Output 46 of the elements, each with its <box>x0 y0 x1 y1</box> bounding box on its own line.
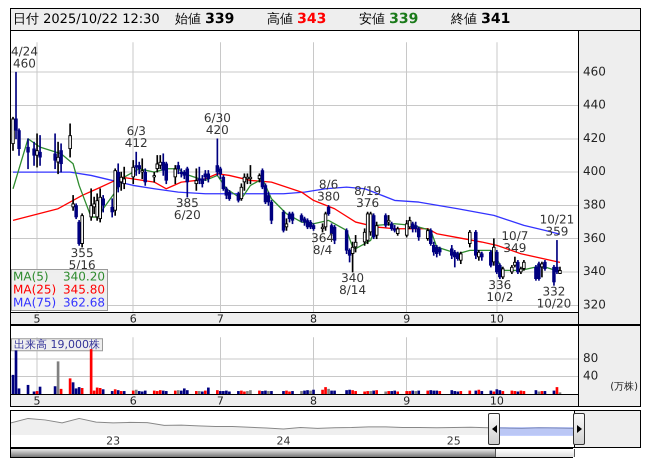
y-tick-label: 440 <box>583 98 606 112</box>
x-tick-label: 9 <box>403 312 410 326</box>
y-tick-label: 380 <box>583 198 606 212</box>
text: MA(75) 362.68 <box>13 296 105 310</box>
y-tick-label: 360 <box>583 230 606 245</box>
y-tick-label: 400 <box>583 164 606 178</box>
text: 始値 339 <box>175 10 236 29</box>
y-tick-label: 320 <box>583 297 606 312</box>
text: 安値 339 <box>359 10 420 29</box>
annotation: 355 5/16 <box>68 246 96 272</box>
annotation: 6/30 420 <box>204 110 231 137</box>
annotation: 4/24 460 <box>10 44 38 70</box>
annotation: 8/6 380 <box>317 178 340 204</box>
y-tick-label: 420 <box>583 130 606 145</box>
x-tick-label: 8 <box>310 394 318 408</box>
x-tick-label: 6 <box>130 312 137 326</box>
annotation: 332 10/20 <box>536 284 572 310</box>
annotation: 336 10/2 <box>486 278 514 304</box>
text: 終値 341 <box>451 10 512 29</box>
annotation: 364 8/4 <box>311 231 334 258</box>
y-tick-label: 460 <box>583 64 606 78</box>
text: 日付 2025/10/22 12:30 <box>12 11 161 29</box>
annotation: 385 6/20 <box>174 196 201 222</box>
x-tick-label: 7 <box>216 394 224 408</box>
text: MA(5) 340.20 <box>13 270 105 284</box>
x-tick-label: 5 <box>34 312 41 326</box>
x-tick-label: 24 <box>276 434 290 448</box>
y-tick-label: 40 <box>583 368 598 383</box>
y-tick-label: 80 <box>583 351 598 366</box>
annotation: 340 8/14 <box>339 271 366 298</box>
x-tick-label: 5 <box>34 394 41 408</box>
y-axis-title: (万株) <box>610 380 638 393</box>
x-tick-label: 9 <box>403 394 410 408</box>
y-tick-label: 340 <box>583 264 606 278</box>
x-tick-label: 25 <box>446 434 461 448</box>
x-tick-label: 6 <box>130 394 137 408</box>
x-tick-label: 23 <box>106 434 120 448</box>
x-tick-label: 10 <box>490 312 504 326</box>
text: MA(25) 345.80 <box>13 282 105 297</box>
x-tick-label: 10 <box>490 394 504 408</box>
x-tick-label: 7 <box>216 312 224 326</box>
text: 高値 343 <box>267 10 328 29</box>
annotation: 10/7 349 <box>501 229 528 256</box>
annotation: 出来高 19,000株 <box>14 338 100 352</box>
x-tick-label: 8 <box>310 312 318 326</box>
annotation: 6/3 412 <box>124 124 148 150</box>
